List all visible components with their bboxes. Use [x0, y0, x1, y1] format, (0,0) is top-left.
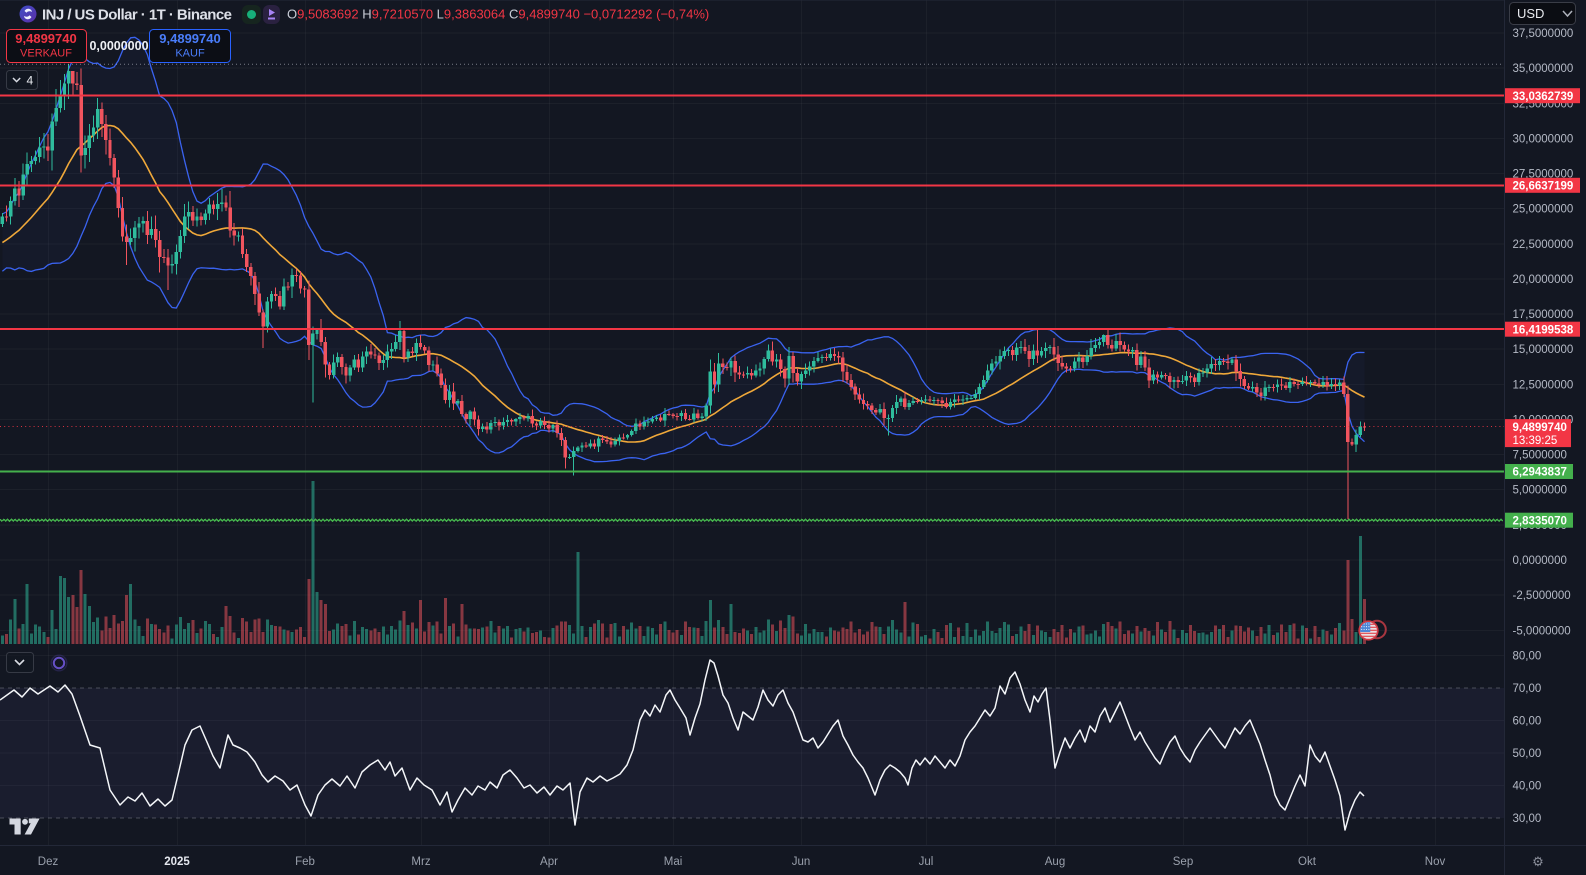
svg-text:7,5000000: 7,5000000	[1513, 450, 1567, 462]
svg-text:20,0000000: 20,0000000	[1513, 274, 1574, 286]
svg-text:2,8335070: 2,8335070	[1513, 515, 1567, 527]
svg-text:O9,5083692 H9,7210570 L9,38630: O9,5083692 H9,7210570 L9,3863064 C9,4899…	[287, 7, 709, 22]
svg-text:35,0000000: 35,0000000	[1513, 63, 1574, 75]
svg-text:15,0000000: 15,0000000	[1513, 344, 1574, 356]
svg-text:22,5000000: 22,5000000	[1513, 239, 1574, 251]
svg-text:-5,0000000: -5,0000000	[1513, 625, 1571, 637]
svg-text:60,00: 60,00	[1513, 716, 1542, 728]
svg-text:⚙: ⚙	[1532, 854, 1544, 869]
svg-text:13:39:25: 13:39:25	[1513, 435, 1558, 447]
svg-text:40,00: 40,00	[1513, 781, 1542, 793]
svg-text:Nov: Nov	[1425, 856, 1446, 868]
svg-text:4: 4	[27, 74, 34, 88]
svg-text:6,2943837: 6,2943837	[1513, 467, 1567, 479]
svg-text:27,5000000: 27,5000000	[1513, 169, 1574, 181]
svg-text:9,4899740: 9,4899740	[15, 31, 76, 46]
svg-text:Mai: Mai	[664, 856, 683, 868]
svg-text:17,5000000: 17,5000000	[1513, 309, 1574, 321]
svg-text:25,0000000: 25,0000000	[1513, 204, 1574, 216]
svg-text:70,00: 70,00	[1513, 683, 1542, 695]
svg-text:USD: USD	[1517, 6, 1544, 21]
svg-text:Mrz: Mrz	[411, 856, 430, 868]
svg-text:12,5000000: 12,5000000	[1513, 379, 1574, 391]
svg-text:5,0000000: 5,0000000	[1513, 485, 1567, 497]
svg-text:50,00: 50,00	[1513, 748, 1542, 760]
svg-text:2025: 2025	[164, 856, 190, 868]
svg-text:0,0000000: 0,0000000	[1513, 555, 1567, 567]
svg-text:VERKAUF: VERKAUF	[20, 48, 72, 60]
svg-text:Sep: Sep	[1173, 856, 1193, 868]
svg-text:Dez: Dez	[38, 856, 59, 868]
svg-text:KAUF: KAUF	[175, 48, 205, 60]
svg-text:Apr: Apr	[540, 856, 558, 868]
svg-text:26,6637199: 26,6637199	[1513, 181, 1574, 193]
svg-text:Jul: Jul	[919, 856, 934, 868]
svg-text:0,0000000: 0,0000000	[89, 39, 148, 53]
svg-text:INJ / US Dollar · 1T · Binance: INJ / US Dollar · 1T · Binance	[42, 7, 232, 24]
svg-text:9,4899740: 9,4899740	[159, 31, 220, 46]
svg-text:Aug: Aug	[1045, 856, 1065, 868]
svg-text:30,00: 30,00	[1513, 813, 1542, 825]
svg-text:30,0000000: 30,0000000	[1513, 133, 1574, 145]
svg-text:-2,5000000: -2,5000000	[1513, 590, 1571, 602]
svg-text:33,0362739: 33,0362739	[1513, 91, 1574, 103]
svg-text:37,5000000: 37,5000000	[1513, 28, 1574, 40]
svg-text:16,4199538: 16,4199538	[1513, 324, 1574, 336]
svg-text:Feb: Feb	[295, 856, 315, 868]
svg-text:Okt: Okt	[1298, 856, 1317, 868]
svg-text:Jun: Jun	[792, 856, 811, 868]
svg-text:80,00: 80,00	[1513, 651, 1542, 663]
svg-text:9,4899740: 9,4899740	[1513, 422, 1567, 434]
